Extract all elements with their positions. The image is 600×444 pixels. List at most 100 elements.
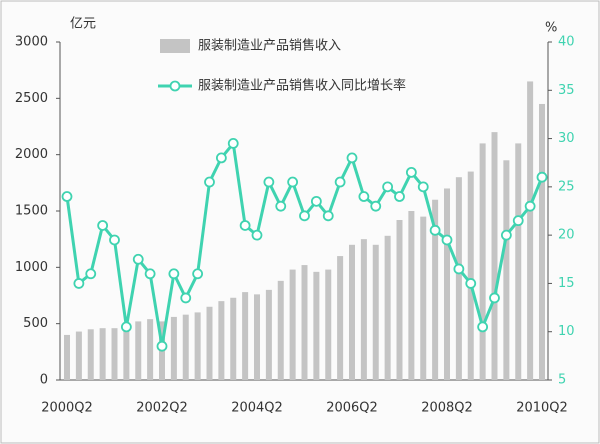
line-marker: [322, 210, 334, 222]
line-marker: [524, 200, 536, 212]
line-marker: [85, 268, 97, 280]
bar: [64, 334, 70, 380]
line-marker: [144, 268, 156, 280]
y2-tick-label: 30: [558, 131, 575, 146]
line-marker: [109, 234, 120, 246]
x-tick-label: 2010Q2: [516, 401, 568, 416]
bar: [194, 312, 201, 380]
y-tick-label: 0: [40, 373, 48, 388]
line-marker: [61, 191, 73, 202]
x-tick-label: 2000Q2: [41, 401, 93, 416]
line-marker: [334, 176, 346, 188]
line-marker: [120, 321, 132, 333]
legend-label: 服装制造业产品销售收入: [198, 38, 341, 54]
y2-axis-label: %: [545, 21, 557, 36]
y-tick-label: 2500: [15, 91, 48, 106]
line-marker: [500, 229, 512, 241]
y2-tick-label: 35: [558, 83, 575, 98]
x-tick-label: 2004Q2: [231, 401, 283, 416]
line-marker: [251, 229, 263, 241]
y-tick-label: 2000: [15, 147, 48, 162]
line-marker: [477, 321, 489, 333]
line-marker: [310, 195, 322, 207]
bar: [372, 244, 379, 380]
line-marker: [168, 268, 180, 280]
line-marker: [263, 176, 275, 188]
y-tick-label: 1500: [15, 204, 48, 219]
bar: [218, 301, 225, 380]
bar: [277, 280, 284, 380]
line-marker: [394, 191, 405, 202]
bar: [87, 329, 94, 380]
y2-tick-label: 40: [558, 35, 575, 50]
bar: [539, 103, 545, 380]
line-marker: [204, 176, 215, 188]
y2-tick-label: 5: [558, 373, 566, 388]
legend-marker: [169, 80, 181, 92]
bar: [349, 244, 355, 380]
x-tick-label: 2008Q2: [421, 401, 473, 416]
line-marker: [346, 152, 358, 164]
bar: [325, 269, 332, 380]
bar: [384, 235, 391, 380]
bar: [111, 328, 118, 380]
bar: [301, 265, 308, 380]
y-tick-label: 3000: [15, 35, 48, 50]
line-marker: [239, 220, 251, 231]
bar: [455, 177, 462, 380]
legend-swatch: [160, 39, 190, 53]
bar: [75, 331, 82, 380]
line-marker: [299, 210, 310, 222]
bar: [420, 216, 427, 380]
bar: [99, 328, 106, 380]
line-marker: [536, 171, 548, 183]
bar: [170, 316, 177, 380]
line-marker: [227, 137, 239, 149]
bar: [408, 211, 415, 380]
bar: [444, 188, 450, 380]
bar: [337, 256, 344, 380]
bar: [515, 143, 522, 380]
bar: [289, 269, 296, 380]
legend-label: 服装制造业产品销售收入同比增长率: [198, 78, 406, 94]
bar: [360, 239, 367, 380]
y-tick-label: 500: [23, 316, 48, 331]
y2-tick-label: 15: [558, 276, 575, 291]
line-marker: [132, 253, 144, 265]
bar: [242, 292, 249, 380]
bar: [265, 289, 272, 380]
x-tick-label: 2006Q2: [326, 401, 378, 416]
bar: [254, 294, 260, 380]
line-marker: [370, 200, 382, 212]
y-tick-label: 1000: [15, 260, 48, 275]
line-marker: [156, 340, 168, 352]
bar: [503, 160, 510, 380]
line-marker: [489, 292, 500, 304]
bar: [527, 81, 534, 380]
bar: [467, 171, 474, 380]
bar: [123, 323, 130, 380]
line-marker: [453, 263, 465, 275]
line-marker: [287, 176, 299, 188]
line-marker: [97, 220, 109, 231]
y2-tick-label: 25: [558, 179, 575, 194]
line-marker: [180, 292, 192, 304]
line-marker: [441, 234, 453, 246]
bar: [147, 319, 154, 380]
bar: [230, 297, 237, 380]
y-axis-label: 亿元: [70, 17, 96, 32]
bar: [479, 143, 486, 380]
bar: [491, 132, 498, 380]
line-marker: [382, 181, 394, 193]
bar: [135, 321, 142, 380]
bar: [432, 199, 439, 380]
line-marker: [405, 166, 417, 178]
line-marker: [215, 152, 227, 164]
x-tick-label: 2002Q2: [136, 401, 188, 416]
bar: [313, 271, 320, 380]
line-marker: [465, 278, 477, 289]
line-marker: [417, 181, 429, 193]
bar: [182, 314, 189, 380]
bar: [396, 220, 403, 380]
